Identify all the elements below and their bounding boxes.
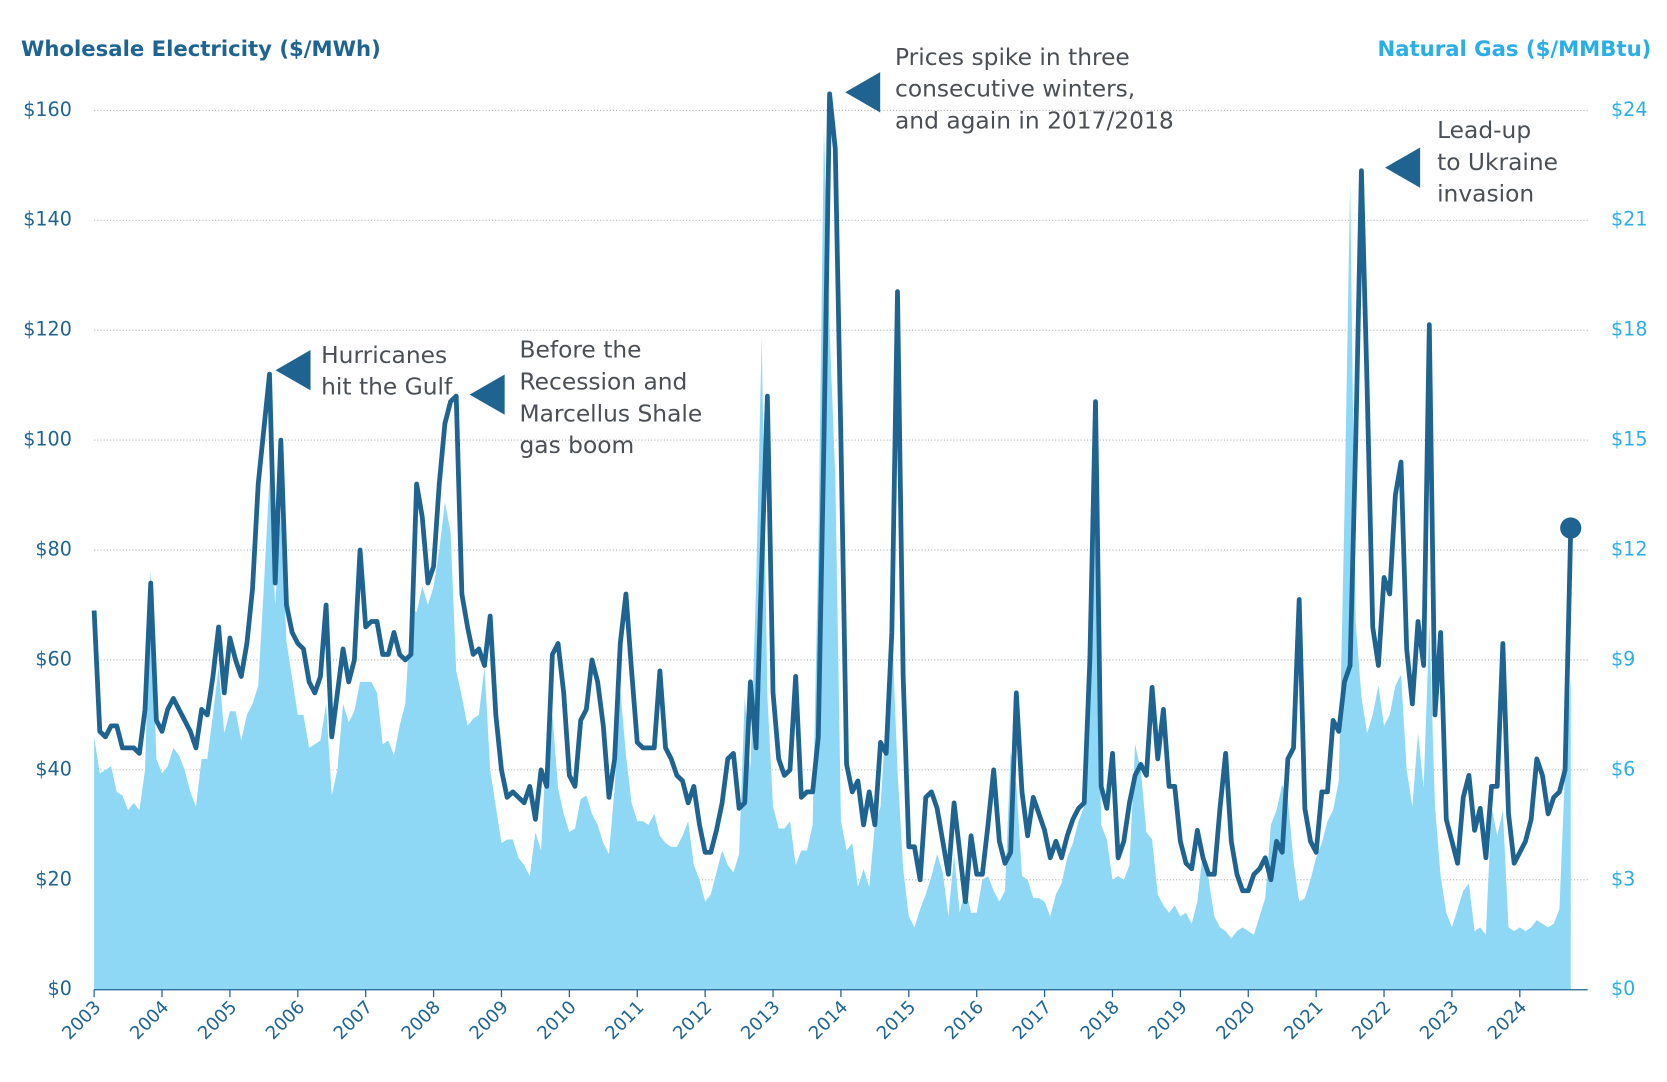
x-tick-label: 2004 [126, 997, 173, 1044]
annotation-arrow [275, 350, 311, 391]
annotation-text: gas boom [520, 431, 635, 459]
y-tick-label: $60 [35, 647, 71, 670]
y2-tick-label: $0 [1611, 977, 1635, 1000]
y2-axis-title: Natural Gas ($/MMBtu) [1377, 37, 1651, 62]
y-axis-title: Wholesale Electricity ($/MWh) [21, 37, 381, 62]
x-tick-label: 2013 [737, 997, 784, 1044]
x-tick-label: 2006 [262, 997, 309, 1044]
annotation-text: Before the [520, 336, 642, 364]
annotation-text: to Ukraine [1437, 148, 1558, 176]
x-tick-label: 2010 [533, 997, 580, 1044]
plot [91, 91, 1582, 990]
y-tick-label: $20 [35, 867, 71, 890]
y-tick-label: $80 [35, 538, 71, 561]
gas-area [94, 128, 1571, 990]
annotation-text: invasion [1437, 180, 1534, 208]
annotation-text: and again in 2017/2018 [895, 106, 1174, 134]
x-tick-label: 2022 [1348, 997, 1395, 1044]
annotation-text: Recession and [520, 367, 688, 395]
y2-tick-label: $24 [1611, 98, 1647, 121]
y-tick-label: $160 [23, 98, 72, 121]
x-tick-label: 2008 [398, 997, 445, 1044]
x-tick-label: 2005 [194, 997, 241, 1044]
y2-tick-label: $15 [1611, 428, 1647, 451]
annotation-text: hit the Gulf [321, 373, 453, 401]
y-tick-label: $100 [23, 428, 72, 451]
x-tick-label: 2017 [1009, 997, 1056, 1044]
y-tick-label: $120 [23, 318, 72, 341]
y-tick-label: $0 [48, 977, 72, 1000]
end-point [1560, 517, 1582, 539]
annotation-arrow [1385, 147, 1421, 188]
annotation-text: Prices spike in three [895, 43, 1130, 71]
x-tick-label: 2023 [1416, 997, 1463, 1044]
annotation-text: consecutive winters, [895, 75, 1135, 103]
x-tick-label: 2015 [873, 997, 920, 1044]
x-tick-label: 2018 [1077, 997, 1124, 1044]
y2-tick-label: $3 [1611, 867, 1635, 890]
annotation-text: Marcellus Shale [520, 399, 703, 427]
annotation-text: Lead-up [1437, 116, 1531, 144]
electricity-line [91, 91, 1574, 905]
y-tick-label: $140 [23, 208, 72, 231]
y2-tick-label: $21 [1611, 208, 1647, 231]
y2-tick-label: $18 [1611, 318, 1647, 341]
annotation-arrow [469, 374, 505, 415]
y2-tick-label: $12 [1611, 538, 1647, 561]
x-tick-label: 2020 [1212, 997, 1259, 1044]
annotation-text: Hurricanes [321, 341, 447, 369]
x-tick-label: 2003 [58, 997, 105, 1044]
x-tick-label: 2024 [1484, 997, 1531, 1044]
annotation-arrow [845, 72, 881, 113]
y-tick-label: $40 [35, 757, 71, 780]
x-tick-label: 2021 [1280, 997, 1327, 1044]
y2-tick-label: $6 [1611, 757, 1635, 780]
x-tick-label: 2009 [466, 997, 513, 1044]
x-tick-label: 2019 [1144, 997, 1191, 1044]
x-tick-label: 2011 [601, 997, 648, 1044]
x-tick-label: 2016 [941, 997, 988, 1044]
x-tick-label: 2012 [669, 997, 716, 1044]
x-tick-label: 2014 [805, 997, 852, 1044]
y2-tick-label: $9 [1611, 647, 1635, 670]
x-tick-label: 2007 [330, 997, 377, 1044]
